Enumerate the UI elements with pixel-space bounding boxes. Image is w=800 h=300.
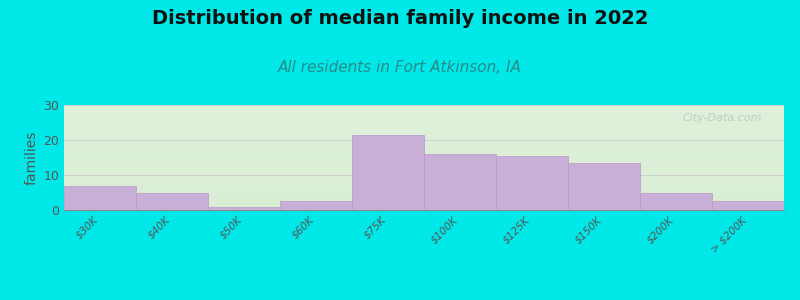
- Text: City-Data.com: City-Data.com: [683, 113, 762, 123]
- Bar: [64, 185, 136, 210]
- Text: All residents in Fort Atkinson, IA: All residents in Fort Atkinson, IA: [278, 60, 522, 75]
- Bar: [712, 201, 784, 210]
- Bar: [136, 193, 208, 210]
- Y-axis label: families: families: [25, 130, 39, 185]
- Bar: [208, 206, 280, 210]
- Text: Distribution of median family income in 2022: Distribution of median family income in …: [152, 9, 648, 28]
- Bar: [568, 163, 640, 210]
- Bar: [640, 193, 712, 210]
- Bar: [496, 156, 568, 210]
- Bar: [352, 135, 424, 210]
- Bar: [280, 201, 352, 210]
- Bar: [424, 154, 496, 210]
